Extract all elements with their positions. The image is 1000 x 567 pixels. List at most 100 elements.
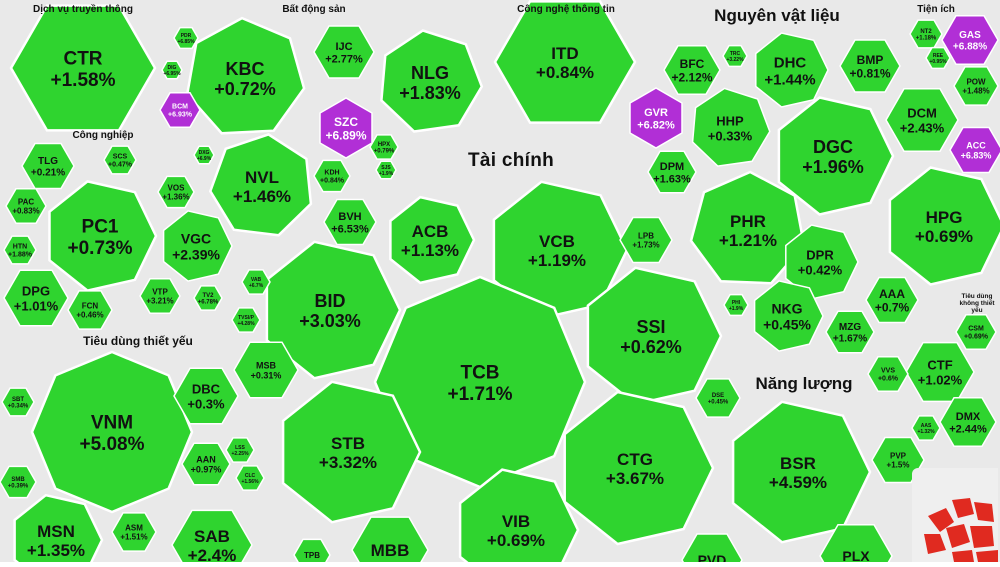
stock-tile-hpx[interactable]: HPX+0.79% bbox=[369, 134, 399, 160]
tile-shape bbox=[21, 142, 75, 190]
stock-tile-pvp[interactable]: PVP+1.5% bbox=[871, 436, 925, 484]
stock-tile-bcm[interactable]: BCM+6.93% bbox=[159, 91, 201, 129]
stock-tile-vib[interactable]: VIB+0.69% bbox=[458, 468, 580, 562]
stock-tile-kbc[interactable]: KBC+0.72% bbox=[185, 16, 306, 135]
stock-tile-htn[interactable]: HTN+1.88% bbox=[3, 235, 37, 265]
stock-tile-lss[interactable]: LSS+2.25% bbox=[225, 437, 255, 463]
stock-tile-szc[interactable]: SZC+6.89% bbox=[319, 97, 373, 159]
stock-tile-vos[interactable]: VOS+1.36% bbox=[157, 175, 195, 209]
tile-change: +3.22% bbox=[726, 57, 744, 63]
stock-tile-nt2[interactable]: NT2+1.18% bbox=[909, 19, 943, 49]
stock-tile-ssi[interactable]: SSI+0.62% bbox=[586, 266, 723, 406]
tile-shape bbox=[351, 516, 429, 562]
stock-tile-pvd[interactable]: PVD bbox=[681, 533, 743, 562]
stock-tile-acc[interactable]: ACC+6.83% bbox=[949, 126, 1000, 174]
stock-tile-vab[interactable]: VAB+6.7% bbox=[241, 269, 271, 295]
stock-tile-trc[interactable]: TRC+3.22% bbox=[722, 44, 748, 68]
stock-tile-acb[interactable]: ACB+1.13% bbox=[389, 195, 476, 285]
stock-tile-dxg[interactable]: DXG+6.9% bbox=[193, 145, 215, 165]
stock-tile-clc[interactable]: CLC+1.56% bbox=[235, 465, 265, 491]
stock-tile-scs[interactable]: SCS+0.47% bbox=[103, 145, 137, 175]
stock-tile-asm[interactable]: ASM+1.51% bbox=[111, 512, 157, 552]
stock-tile-pdr[interactable]: PDR+6.85% bbox=[173, 26, 199, 50]
stock-tile-ctg[interactable]: CTG+3.67% bbox=[563, 390, 715, 546]
tile-ticker: GAS bbox=[959, 30, 981, 41]
stock-tile-itd[interactable]: ITD+0.84% bbox=[493, 0, 637, 124]
stock-tile-mbb[interactable]: MBB bbox=[351, 516, 429, 562]
stock-tile-dgc[interactable]: DGC+1.96% bbox=[777, 96, 895, 216]
tile-shape bbox=[225, 437, 255, 463]
stock-tile-phr[interactable]: PHR+1.21% bbox=[689, 170, 806, 285]
stock-tile-vtp[interactable]: VTP+3.21% bbox=[139, 277, 181, 315]
tile-ticker: NT2 bbox=[920, 29, 932, 35]
stock-tile-ijc[interactable]: IJC+2.77% bbox=[313, 25, 375, 79]
stock-tile-aan[interactable]: AAN+0.97% bbox=[181, 442, 231, 486]
stock-tile-dpr[interactable]: DPR+0.42% bbox=[785, 224, 859, 300]
stock-tile-gas[interactable]: GAS+6.88% bbox=[941, 15, 999, 65]
tile-change: +0.81% bbox=[849, 66, 890, 80]
sector-title-energy: Năng lượng bbox=[755, 374, 853, 393]
stock-tile-hhp[interactable]: HHP+0.33% bbox=[691, 87, 771, 167]
stock-tile-bfc[interactable]: BFC+2.12% bbox=[663, 45, 721, 95]
tile-ticker: HTN bbox=[13, 244, 27, 251]
stock-tile-dbc[interactable]: DBC+0.3% bbox=[173, 367, 239, 425]
stock-tile-mzg[interactable]: MZG+1.67% bbox=[825, 310, 875, 354]
stock-tile-sab[interactable]: SAB+2.4% bbox=[171, 509, 253, 562]
stock-tile-stb[interactable]: STB+3.32% bbox=[281, 380, 422, 524]
stock-tile-ctr[interactable]: CTR+1.58% bbox=[9, 4, 157, 132]
stock-tile-vvs[interactable]: VVS+0.6% bbox=[867, 355, 909, 393]
stock-tile-tpb[interactable]: TPB bbox=[293, 538, 331, 562]
tile-shape bbox=[691, 87, 771, 167]
stock-tile-bid[interactable]: BID+3.03% bbox=[265, 240, 402, 380]
stock-tile-msn[interactable]: MSN+1.35% bbox=[13, 493, 104, 562]
stock-tile-csm[interactable]: CSM+0.69% bbox=[955, 313, 997, 351]
stock-tile-bmp[interactable]: BMP+0.81% bbox=[839, 39, 901, 93]
stock-tile-lpb[interactable]: LPB+1.73% bbox=[619, 216, 673, 264]
stock-tile-nvl[interactable]: NVL+1.46% bbox=[208, 133, 313, 237]
stock-tile-tlg[interactable]: TLG+0.21% bbox=[21, 142, 75, 190]
tile-change: +0.69% bbox=[915, 227, 973, 246]
tile-ticker: PVP bbox=[890, 452, 907, 461]
stock-tile-plx[interactable]: PLX bbox=[819, 524, 893, 562]
tile-shape bbox=[281, 380, 422, 524]
stock-tile-bvh[interactable]: BVH+6.53% bbox=[323, 198, 377, 246]
stock-tile-dhc[interactable]: DHC+1.44% bbox=[755, 32, 829, 108]
tile-change: +6.83% bbox=[961, 151, 992, 161]
stock-tile-dig[interactable]: DIG+6.95% bbox=[161, 60, 183, 80]
stock-tile-tvsi-p[interactable]: TVSI/P+4.28% bbox=[231, 307, 261, 333]
tile-ticker: CSM bbox=[968, 326, 984, 333]
stock-tile-dse[interactable]: DSE+0.45% bbox=[695, 378, 741, 418]
stock-tile-dpg[interactable]: DPG+1.01% bbox=[3, 269, 69, 327]
stock-tile-fcn[interactable]: FCN+0.46% bbox=[67, 290, 113, 330]
stock-tile-pow[interactable]: POW+1.48% bbox=[953, 66, 999, 106]
stock-tile-kdh[interactable]: KDH+0.84% bbox=[313, 159, 351, 193]
stock-tile-sjs[interactable]: SJS+1.9% bbox=[375, 160, 397, 180]
stock-tile-ctf[interactable]: CTF+1.02% bbox=[905, 341, 975, 403]
stock-tile-vnm[interactable]: VNM+5.08% bbox=[30, 350, 194, 514]
tile-change: +0.21% bbox=[31, 168, 65, 179]
stock-tile-vgc[interactable]: VGC+2.39% bbox=[162, 210, 233, 282]
stock-tile-smb[interactable]: SMB+0.39% bbox=[0, 465, 37, 499]
stock-tile-tcb[interactable]: TCB+1.71% bbox=[373, 275, 587, 489]
stock-tile-tv2[interactable]: TV2+6.78% bbox=[193, 285, 223, 311]
tile-ticker: STB bbox=[331, 434, 365, 453]
stock-tile-pac[interactable]: PAC+0.83% bbox=[5, 187, 47, 225]
stock-tile-pc1[interactable]: PC1+0.73% bbox=[48, 180, 158, 292]
stock-tile-aaa[interactable]: AAA+0.7% bbox=[865, 276, 919, 324]
stock-tile-dpm[interactable]: DPM+1.63% bbox=[647, 150, 697, 194]
stock-tile-msb[interactable]: MSB+0.31% bbox=[233, 341, 299, 399]
stock-tile-hpg[interactable]: HPG+0.69% bbox=[888, 166, 1000, 286]
tile-ticker: SAB bbox=[194, 527, 230, 546]
stock-tile-sbt[interactable]: SBT+0.34% bbox=[1, 387, 35, 417]
stock-tile-ree[interactable]: REE+0.95% bbox=[925, 46, 951, 70]
tile-ticker: MSN bbox=[37, 522, 75, 541]
stock-tile-aas[interactable]: AAS+1.32% bbox=[911, 415, 941, 441]
stock-tile-dcm[interactable]: DCM+2.43% bbox=[885, 88, 959, 152]
stock-tile-vcb[interactable]: VCB+1.19% bbox=[492, 180, 629, 320]
stock-tile-dmx[interactable]: DMX+2.44% bbox=[939, 397, 997, 447]
stock-tile-nkg[interactable]: NKG+0.45% bbox=[753, 280, 824, 352]
stock-tile-gvr[interactable]: GVR+6.82% bbox=[629, 87, 683, 149]
stock-tile-nlg[interactable]: NLG+1.83% bbox=[380, 29, 484, 133]
stock-tile-bsr[interactable]: BSR+4.59% bbox=[731, 400, 872, 544]
stock-tile-phi[interactable]: PHI+1.9% bbox=[723, 293, 749, 317]
